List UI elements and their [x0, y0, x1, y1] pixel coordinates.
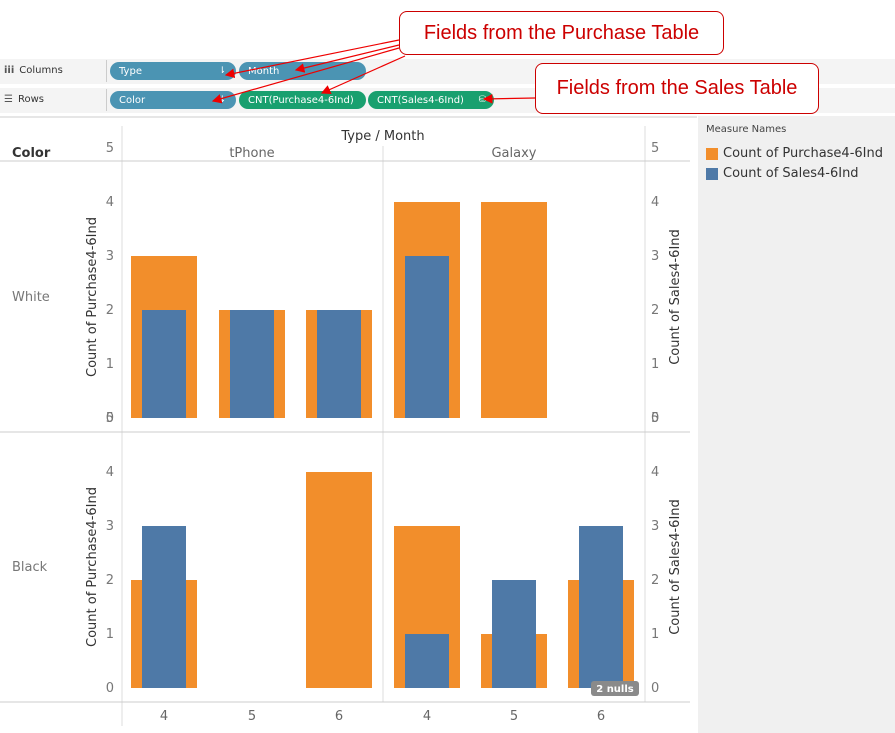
y-tick-label-right: 4	[651, 195, 659, 210]
row-header-label: Color	[12, 146, 51, 161]
shelf-divider	[106, 60, 107, 82]
type-pill[interactable]: Type ⇂	[110, 62, 236, 80]
column-group-galaxy: Galaxy	[491, 146, 536, 161]
sales-bar	[492, 580, 536, 688]
legend-item-sales[interactable]: Count of Sales4-6Ind	[706, 166, 859, 181]
y-tick-label-left: 2	[106, 573, 114, 588]
row-group-white: White	[12, 290, 50, 305]
plot-area: 0 0 1 1 2 2 3 3 4 4 5 5 Count of Purchase4-6Ind Count…	[0, 126, 690, 726]
sales-bar	[142, 310, 186, 418]
legend-item-purchase[interactable]: Count of Purchase4-6Ind	[706, 146, 883, 161]
purchase-callout: Fields from the Purchase Table	[399, 11, 724, 55]
sales-bar	[405, 256, 449, 418]
x-tick-label: 5	[248, 709, 256, 724]
row-group-black: Black	[12, 560, 48, 575]
x-tick-label: 4	[423, 709, 431, 724]
sales-bar	[142, 526, 186, 688]
x-tick-label: 6	[597, 709, 605, 724]
sales-bar	[317, 310, 361, 418]
legend-title: Measure Names	[706, 124, 787, 135]
y-tick-label-right: 1	[651, 627, 659, 642]
rows-shelf-label: ☰ Rows	[4, 94, 44, 105]
color-pill[interactable]: Color ⇂	[110, 91, 236, 109]
sales-bar	[405, 634, 449, 688]
y-tick-label-right: 0	[651, 411, 659, 426]
y-tick-label-right: 2	[651, 303, 659, 318]
y-tick-label-left: 0	[106, 411, 114, 426]
y-tick-label-right: 1	[651, 357, 659, 372]
y-tick-label-right: 5	[651, 141, 659, 156]
y-tick-label-left: 1	[106, 357, 114, 372]
y-tick-label-left: 3	[106, 519, 114, 534]
chart-title: Type / Month	[340, 129, 424, 144]
y-tick-label-left: 0	[106, 681, 114, 696]
columns-shelf-label: iii Columns	[4, 65, 63, 76]
y-tick-label-right: 5	[651, 411, 659, 426]
y-axis-title-right: Count of Sales4-6Ind	[668, 229, 683, 365]
y-tick-label-left: 1	[106, 627, 114, 642]
y-tick-label-right: 3	[651, 519, 659, 534]
y-tick-label-right: 0	[651, 681, 659, 696]
y-tick-label-left: 3	[106, 249, 114, 264]
purchase-bar	[481, 202, 547, 418]
x-tick-label: 4	[160, 709, 168, 724]
y-tick-label-left: 2	[106, 303, 114, 318]
column-group-tphone: tPhone	[229, 146, 274, 161]
shelf-divider	[106, 89, 107, 111]
y-tick-label-left: 5	[106, 141, 114, 156]
legend-swatch-sales	[706, 167, 718, 180]
y-axis-title-left: Count of Purchase4-6Ind	[85, 217, 100, 377]
database-icon: ⛁	[478, 95, 486, 105]
purchase-bar	[306, 472, 372, 688]
y-axis-title-left: Count of Purchase4-6Ind	[85, 487, 100, 647]
y-tick-label-right: 4	[651, 465, 659, 480]
sales-callout: Fields from the Sales Table	[535, 63, 819, 114]
sort-ascending-icon: ⇂	[218, 66, 226, 76]
bar-chart: Type / Month Color tPhone Galaxy White B…	[0, 116, 697, 726]
legend-panel: Measure Names Count of Purchase4-6Ind Co…	[698, 116, 895, 733]
y-tick-label-right: 3	[651, 249, 659, 264]
y-tick-label-left: 4	[106, 465, 114, 480]
columns-icon: iii	[4, 65, 15, 76]
null-indicator-badge	[591, 681, 639, 696]
null-indicator-label: 2 nulls	[596, 684, 634, 695]
x-tick-label: 6	[335, 709, 343, 724]
x-tick-label: 5	[510, 709, 518, 724]
y-tick-label-left: 4	[106, 195, 114, 210]
cnt-sales-pill[interactable]: CNT(Sales4-6Ind) ⛁	[368, 91, 494, 109]
month-pill[interactable]: Month	[239, 62, 366, 80]
cnt-purchase-pill[interactable]: CNT(Purchase4-6Ind)	[239, 91, 366, 109]
sales-bar	[230, 310, 274, 418]
y-tick-label-right: 2	[651, 573, 659, 588]
y-tick-label-left: 5	[106, 411, 114, 426]
rows-icon: ☰	[4, 94, 13, 105]
sort-ascending-icon: ⇂	[218, 95, 226, 105]
y-axis-title-right: Count of Sales4-6Ind	[668, 499, 683, 635]
sales-bar	[579, 526, 623, 688]
legend-swatch-purchase	[706, 147, 718, 160]
